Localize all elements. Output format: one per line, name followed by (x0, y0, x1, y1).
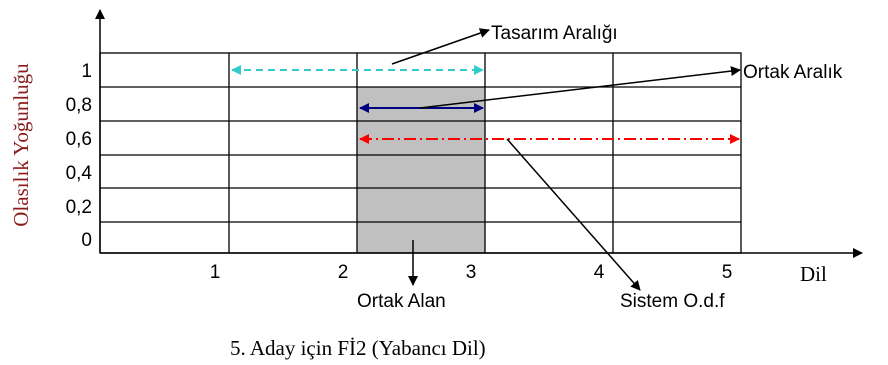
x-tick-label: 2 (338, 262, 349, 283)
y-tick-label: 0,4 (66, 163, 93, 184)
design-range-label: Tasarım Aralığı (491, 23, 618, 44)
common-area-shade (357, 87, 485, 253)
x-axis-label: Dil (800, 262, 827, 286)
y-tick-label: 1 (81, 61, 92, 82)
y-tick-label: 0,6 (66, 129, 92, 150)
design-range-pointer (391, 28, 490, 65)
x-tick-label: 5 (722, 262, 733, 283)
x-tick-label: 3 (466, 262, 477, 283)
y-tick-label: 0 (81, 230, 92, 251)
common-area-label: Ortak Alan (357, 291, 446, 312)
y-tick-label: 0,8 (66, 95, 92, 116)
figure-caption: 5. Aday için Fİ2 (Yabancı Dil) (230, 336, 486, 360)
common-range-label: Ortak Aralık (743, 62, 843, 83)
system-pdf-label: Sistem O.d.f (620, 291, 725, 312)
common-range-pointer (419, 66, 741, 109)
x-tick-label: 1 (210, 262, 221, 283)
system-pdf-pointer (506, 138, 641, 291)
x-tick-label: 4 (594, 262, 605, 283)
y-axis-label: Olasılık Yoğunluğu (9, 63, 33, 227)
y-tick-label: 0,2 (66, 197, 92, 218)
